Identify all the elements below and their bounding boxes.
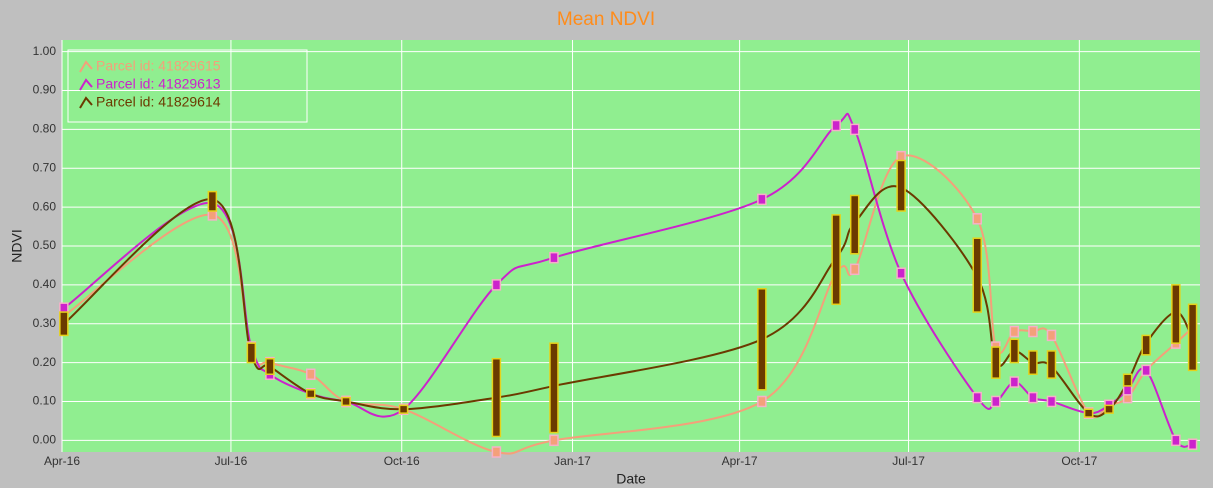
x-tick-label: Apr-17 [722, 454, 758, 468]
y-tick-label: 0.40 [33, 277, 57, 291]
range-box [1104, 404, 1114, 414]
point-marker [1046, 395, 1057, 408]
point-marker [491, 446, 502, 458]
range-box [1171, 284, 1181, 344]
y-tick-label: 0.30 [33, 316, 57, 330]
point-marker [491, 279, 502, 291]
x-tick-label: Jan-17 [554, 454, 591, 468]
range-box [972, 237, 982, 313]
point-marker [1187, 438, 1198, 450]
point-marker [1141, 364, 1151, 377]
range-box [398, 404, 409, 414]
point-marker [849, 263, 860, 276]
y-tick-label: 0.00 [33, 433, 57, 447]
y-tick-label: 1.00 [33, 44, 57, 58]
point-marker [1009, 376, 1020, 388]
legend-icon [79, 96, 93, 109]
x-tick-label: Apr-16 [44, 454, 80, 468]
range-box [1187, 303, 1198, 372]
point-marker [549, 251, 559, 264]
range-box [491, 357, 502, 438]
x-axis-label: Date [616, 471, 646, 487]
range-box [1122, 373, 1133, 387]
x-tick-label: Jul-16 [215, 454, 248, 468]
y-tick-label: 0.60 [33, 199, 57, 213]
range-box [1009, 338, 1020, 364]
x-tick-label: Oct-17 [1061, 454, 1097, 468]
y-tick-label: 0.10 [33, 394, 57, 408]
x-tick-label: Jul-17 [892, 454, 925, 468]
legend-icon [79, 60, 93, 73]
range-box [1028, 350, 1038, 376]
range-box [831, 214, 841, 306]
point-marker [1046, 329, 1057, 342]
range-box [896, 159, 906, 212]
legend-label: Parcel id: 41829614 [96, 94, 221, 110]
range-box [246, 342, 257, 364]
series-line [63, 112, 1193, 448]
point-marker [1171, 434, 1181, 447]
legend-icon [79, 78, 93, 91]
range-box [1046, 350, 1057, 379]
point-marker [972, 391, 982, 404]
range-box [991, 346, 1001, 379]
y-tick-label: 0.70 [33, 160, 57, 174]
y-tick-label: 0.20 [33, 355, 57, 369]
legend-label: Parcel id: 41829615 [96, 58, 221, 74]
range-box [849, 194, 860, 255]
point-marker [972, 213, 982, 225]
point-marker [1028, 391, 1038, 404]
y-tick-label: 0.80 [33, 122, 57, 136]
range-box [207, 190, 218, 212]
range-box [265, 357, 275, 376]
point-marker [757, 193, 767, 206]
range-box [341, 396, 351, 407]
point-marker [757, 395, 767, 408]
legend-label: Parcel id: 41829613 [96, 76, 221, 92]
point-marker [1028, 325, 1038, 338]
range-box [549, 342, 559, 434]
chart-title: Mean NDVI [557, 9, 655, 30]
point-marker [831, 119, 841, 132]
y-tick-label: 0.90 [33, 83, 57, 97]
range-box [1141, 334, 1151, 356]
range-box [59, 311, 69, 337]
legend-box [67, 49, 308, 123]
point-marker [1009, 325, 1020, 338]
point-marker [849, 123, 860, 136]
point-marker [549, 434, 559, 447]
range-box [306, 389, 316, 399]
point-marker [991, 395, 1001, 408]
point-marker [306, 368, 316, 381]
point-marker [896, 267, 906, 279]
y-axis-label: NDVI [9, 229, 25, 262]
range-box [1083, 408, 1094, 418]
range-box [757, 288, 767, 391]
x-tick-label: Oct-16 [384, 454, 420, 468]
y-tick-label: 0.50 [33, 238, 57, 252]
